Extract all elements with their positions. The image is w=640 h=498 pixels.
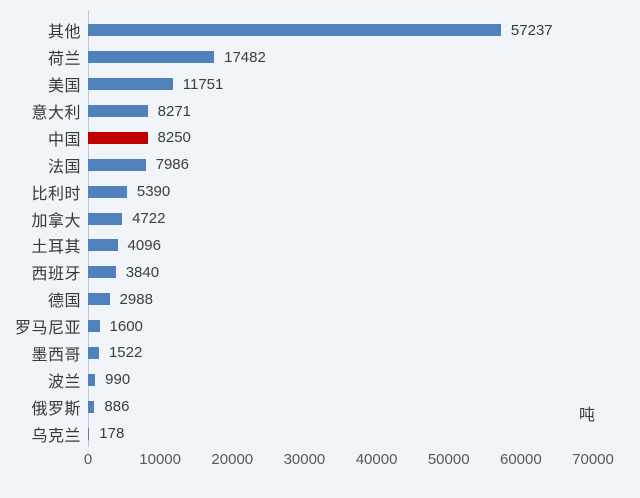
bar (88, 427, 90, 440)
bar (88, 212, 123, 225)
bar-track: 1600 (88, 313, 593, 340)
category-label: 意大利 (31, 105, 81, 123)
value-label: 4096 (127, 236, 161, 254)
value-label: 1600 (109, 317, 143, 335)
bar-track: 886 (88, 393, 593, 420)
bar (88, 373, 96, 386)
category-label: 荷兰 (47, 51, 81, 69)
bar-row: 罗马尼亚 1600 (0, 313, 593, 340)
bar-row: 俄罗斯 886 (0, 393, 593, 420)
bar-row: 德国 2988 (0, 286, 593, 313)
value-label: 1522 (108, 344, 143, 362)
bar (88, 320, 100, 333)
category-label: 乌克兰 (31, 427, 81, 445)
x-tick-label: 0 (83, 451, 93, 468)
x-tick-label: 40000 (355, 451, 398, 468)
category-label: 中国 (47, 131, 81, 149)
x-tick-label: 30000 (283, 451, 326, 468)
category-label: 其他 (47, 24, 81, 42)
category-label: 德国 (47, 293, 81, 311)
bar-rows-container: 其他 57237 荷兰 17482 美国 11751 意大利 8271 中国 8250 法国 7986… (0, 17, 593, 447)
value-label: 886 (104, 398, 130, 416)
bar-row: 波兰 990 (0, 366, 593, 393)
bar-track: 4722 (88, 205, 593, 232)
value-label: 3840 (125, 263, 160, 281)
bar-row: 中国 8250 (0, 125, 593, 152)
bar-row: 乌克兰 178 (0, 420, 593, 447)
bar-highlighted (88, 131, 148, 144)
category-label: 墨西哥 (31, 346, 81, 364)
value-label: 7986 (155, 156, 189, 174)
x-tick-label: 10000 (139, 451, 181, 468)
value-label: 57237 (510, 21, 553, 39)
bar (88, 105, 148, 118)
category-label: 法国 (47, 158, 81, 176)
bar (88, 158, 146, 171)
value-label: 2988 (119, 290, 153, 308)
category-label: 比利时 (31, 185, 81, 203)
bar (88, 78, 173, 91)
value-label: 990 (105, 371, 131, 389)
bar-track: 8250 (88, 125, 593, 152)
bar-track: 7986 (88, 151, 593, 178)
category-label: 美国 (47, 78, 81, 96)
bar (88, 346, 99, 359)
bar (88, 400, 95, 413)
bar-track: 1522 (88, 340, 593, 367)
bar-row: 墨西哥 1522 (0, 340, 593, 367)
value-label: 4722 (132, 210, 166, 228)
bar-row: 加拿大 4722 (0, 205, 593, 232)
bar-track: 990 (88, 366, 593, 393)
bar-row: 西班牙 3840 (0, 259, 593, 286)
bar-track: 8271 (88, 98, 593, 125)
bar-track: 2988 (88, 286, 593, 313)
category-label: 波兰 (47, 373, 81, 391)
category-label: 土耳其 (31, 239, 81, 257)
value-label: 8250 (157, 129, 191, 147)
value-label: 8271 (157, 102, 192, 120)
bar-row: 土耳其 4096 (0, 232, 593, 259)
y-axis-line (88, 10, 89, 447)
value-label: 178 (99, 425, 125, 443)
bar-track: 3840 (88, 259, 593, 286)
bar-track: 5390 (88, 178, 593, 205)
bar-row: 美国 11751 (0, 71, 593, 98)
value-label: 5390 (136, 183, 171, 201)
bar-track: 57237 (88, 17, 593, 44)
bar-row: 比利时 5390 (0, 178, 593, 205)
category-label: 加拿大 (31, 212, 81, 230)
bar-track: 178 (88, 420, 593, 447)
axis-unit-label: 吨 (579, 407, 596, 424)
bar-row: 其他 57237 (0, 17, 593, 44)
x-axis: 0 10000 20000 30000 40000 50000 60000 70000 (84, 451, 614, 469)
x-tick-label: 20000 (211, 451, 254, 468)
bar-track: 4096 (88, 232, 593, 259)
category-label: 俄罗斯 (31, 400, 81, 418)
bar (88, 239, 118, 252)
value-label: 17482 (224, 48, 266, 66)
bar (88, 185, 127, 198)
value-label: 11751 (182, 75, 224, 93)
bar-row: 意大利 8271 (0, 98, 593, 125)
x-tick-label: 70000 (572, 451, 614, 468)
bar-row: 法国 7986 (0, 151, 593, 178)
bar-track: 17482 (88, 44, 593, 71)
category-label: 罗马尼亚 (14, 320, 81, 338)
bar (88, 266, 116, 279)
x-tick-label: 50000 (427, 451, 470, 468)
bar (88, 51, 215, 64)
bar-row: 荷兰 17482 (0, 44, 593, 71)
category-label: 西班牙 (31, 266, 81, 284)
bar-track: 11751 (88, 71, 593, 98)
x-tick-label: 60000 (499, 451, 542, 468)
bar (88, 24, 501, 37)
bar (88, 293, 110, 306)
